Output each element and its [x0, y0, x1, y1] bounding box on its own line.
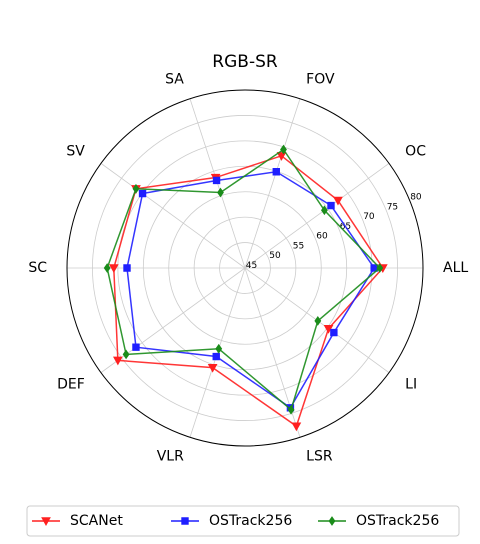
series-line	[127, 172, 374, 408]
r-tick-label: 50	[269, 251, 281, 261]
r-tick-label: 75	[387, 202, 398, 212]
point	[292, 423, 300, 430]
category-label: VLR	[157, 448, 184, 464]
point	[328, 202, 334, 208]
point	[123, 350, 129, 358]
legend-label: OSTrack256	[209, 513, 292, 529]
legend-marker	[182, 518, 188, 524]
legend-label: OSTrack256	[356, 513, 439, 529]
point	[331, 329, 337, 335]
category-label: SV	[66, 144, 85, 160]
point	[216, 345, 222, 353]
chart-title: RGB-SR	[212, 52, 278, 72]
point	[315, 317, 321, 325]
r-tick-label: 55	[293, 241, 304, 251]
point	[213, 353, 219, 359]
point	[139, 190, 145, 196]
point	[213, 177, 219, 183]
category-label: OC	[405, 144, 426, 160]
spoke	[190, 268, 245, 437]
category-label: FOV	[306, 72, 335, 88]
legend-label: SCANet	[70, 513, 123, 529]
spoke	[101, 268, 245, 373]
point	[124, 265, 130, 271]
category-label: LI	[405, 376, 417, 392]
point	[104, 264, 110, 272]
category-label: SA	[165, 72, 184, 88]
category-label: LSR	[306, 448, 333, 464]
r-tick-label: 60	[316, 232, 328, 242]
category-label: ALL	[443, 260, 468, 276]
point	[273, 169, 279, 175]
r-tick-label: 70	[363, 212, 375, 222]
category-label: SC	[28, 260, 47, 276]
category-label: DEF	[57, 376, 85, 392]
point	[133, 344, 139, 350]
r-tick-label: 45	[246, 261, 257, 271]
r-tick-label: 80	[410, 193, 422, 203]
series-line	[107, 149, 380, 409]
